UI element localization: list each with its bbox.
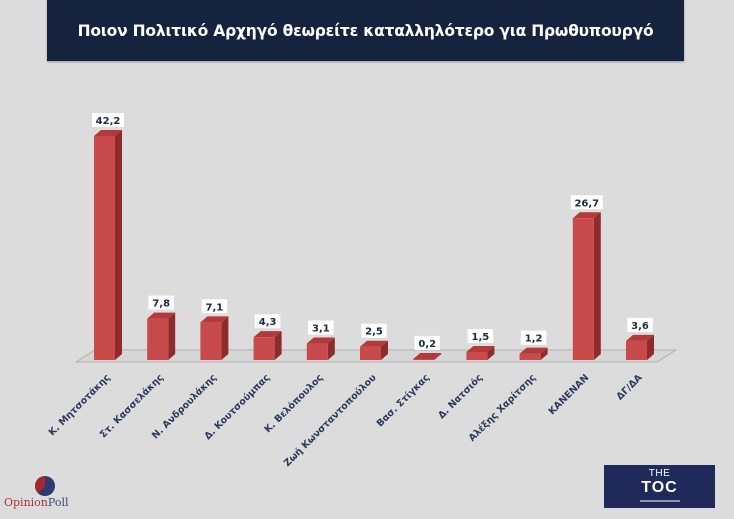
bar: 7,8 bbox=[147, 295, 176, 360]
bar: 2,5 bbox=[360, 323, 388, 360]
value-label-box bbox=[308, 320, 334, 335]
value-label-box bbox=[520, 330, 547, 345]
value-label: 2,5 bbox=[365, 327, 383, 338]
bars-group: 42,2 7,8 7,1 4,3 3,1 2,5 0,2 1,5 1,2 26,7 3,6 bbox=[92, 113, 654, 360]
category-label: Βασ. Στίγκας bbox=[375, 372, 432, 429]
value-label-box bbox=[414, 335, 440, 350]
bar: 3,6 bbox=[626, 317, 654, 360]
value-label-box bbox=[570, 195, 603, 210]
value-label-box bbox=[92, 113, 124, 127]
value-label-box bbox=[467, 329, 494, 344]
opinionpoll-wordmark: OpinionPoll bbox=[4, 496, 69, 509]
opinionpoll-logo bbox=[35, 476, 55, 496]
bar: 7,1 bbox=[200, 299, 229, 360]
category-label: ΔΓ/ΔΑ bbox=[615, 372, 646, 403]
value-label: 0,2 bbox=[418, 339, 436, 350]
category-label: Δ. Νατσιός bbox=[436, 372, 485, 421]
category-label: Ζωή Κωνσταντοπούλου bbox=[282, 372, 379, 469]
value-label: 4,3 bbox=[259, 317, 277, 328]
bar: 0,2 bbox=[413, 335, 442, 360]
value-label: 3,1 bbox=[312, 324, 330, 335]
value-label: 3,6 bbox=[631, 321, 649, 332]
opinionpoll-word-poll: Poll bbox=[47, 496, 69, 509]
pie-chart-icon bbox=[35, 476, 55, 496]
value-label-box bbox=[627, 317, 653, 332]
value-label-box bbox=[361, 323, 387, 338]
value-label-box bbox=[148, 295, 174, 310]
opinionpoll-word-opinion: Opinion bbox=[4, 496, 48, 509]
bar: 4,3 bbox=[253, 314, 282, 360]
chart-title-bar: Ποιον Πολιτικό Αρχηγό θεωρείτε καταλληλό… bbox=[47, 0, 684, 61]
value-label: 7,1 bbox=[206, 302, 224, 313]
bar: 42,2 bbox=[92, 113, 124, 360]
thetoc-logo: THE TOC bbox=[604, 465, 715, 508]
bar: 3,1 bbox=[306, 320, 335, 360]
thetoc-tagline-line bbox=[640, 500, 680, 502]
bar: 1,5 bbox=[466, 329, 495, 360]
value-label-box bbox=[254, 314, 281, 329]
value-label: 7,8 bbox=[152, 299, 170, 310]
thetoc-the: THE bbox=[648, 468, 671, 479]
category-label: ΚΑΝΕΝΑΝ bbox=[547, 372, 592, 417]
value-label: 1,5 bbox=[472, 332, 490, 343]
bar: 1,2 bbox=[519, 330, 548, 360]
chart-title: Ποιον Πολιτικό Αρχηγό θεωρείτε καταλληλό… bbox=[77, 21, 654, 40]
thetoc-toc: TOC bbox=[641, 479, 678, 496]
value-label-box bbox=[201, 299, 228, 314]
value-label: 26,7 bbox=[574, 198, 599, 209]
value-label: 1,2 bbox=[525, 334, 543, 345]
value-label: 42,2 bbox=[96, 116, 121, 127]
bar: 26,7 bbox=[570, 195, 603, 360]
